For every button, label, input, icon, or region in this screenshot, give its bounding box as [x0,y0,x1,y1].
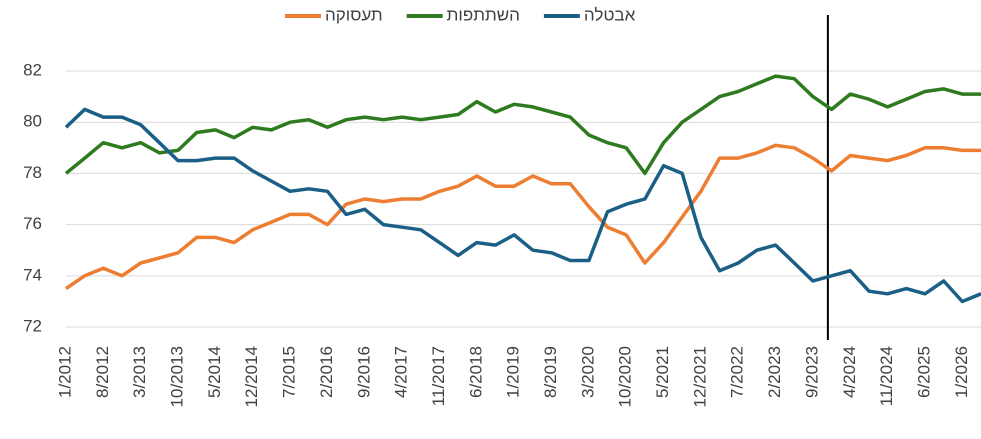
y-tick-label: 78 [23,163,42,182]
x-tick-label: 1/2012 [55,346,74,398]
x-tick-label: 9/2023 [802,346,821,398]
legend-label: אבטלה [584,5,636,24]
x-tick-label: 4/2024 [840,346,859,398]
x-tick-label: 1/2019 [504,346,523,398]
x-tick-label: 9/2016 [354,346,373,398]
y-tick-label: 82 [23,60,42,79]
legend-label: השתתפות [447,5,520,24]
x-tick-label: 11/2024 [877,346,896,406]
x-tick-label: 7/2015 [280,346,299,398]
x-tick-label: 3/2013 [130,346,149,398]
x-tick-label: 7/2022 [728,346,747,398]
x-tick-label: 3/2020 [578,346,597,398]
x-tick-label: 2/2023 [765,346,784,398]
x-tick-label: 10/2020 [616,346,635,407]
y-tick-label: 76 [23,214,42,233]
legend-label: תעסוקה [325,5,383,24]
x-tick-label: 12/2021 [690,346,709,407]
x-tick-label: 10/2013 [168,346,187,407]
x-tick-label: 8/2012 [93,346,112,398]
y-tick-label: 74 [23,265,42,284]
x-tick-label: 2/2016 [317,346,336,398]
y-tick-label: 80 [23,112,42,131]
x-tick-label: 5/2021 [653,346,672,398]
series-line [64,107,981,304]
series-line [65,143,981,291]
x-tick-label: 5/2014 [205,346,224,398]
x-tick-label: 12/2014 [242,346,261,407]
x-tick-label: 1/2026 [952,346,971,398]
series-line [64,74,981,176]
x-tick-label: 6/2025 [914,346,933,398]
x-tick-label: 6/2018 [466,346,485,398]
x-tick-label: 4/2017 [392,346,411,398]
x-tick-label: 11/2017 [429,346,448,406]
y-tick-label: 72 [23,317,42,336]
x-tick-label: 8/2019 [541,346,560,398]
